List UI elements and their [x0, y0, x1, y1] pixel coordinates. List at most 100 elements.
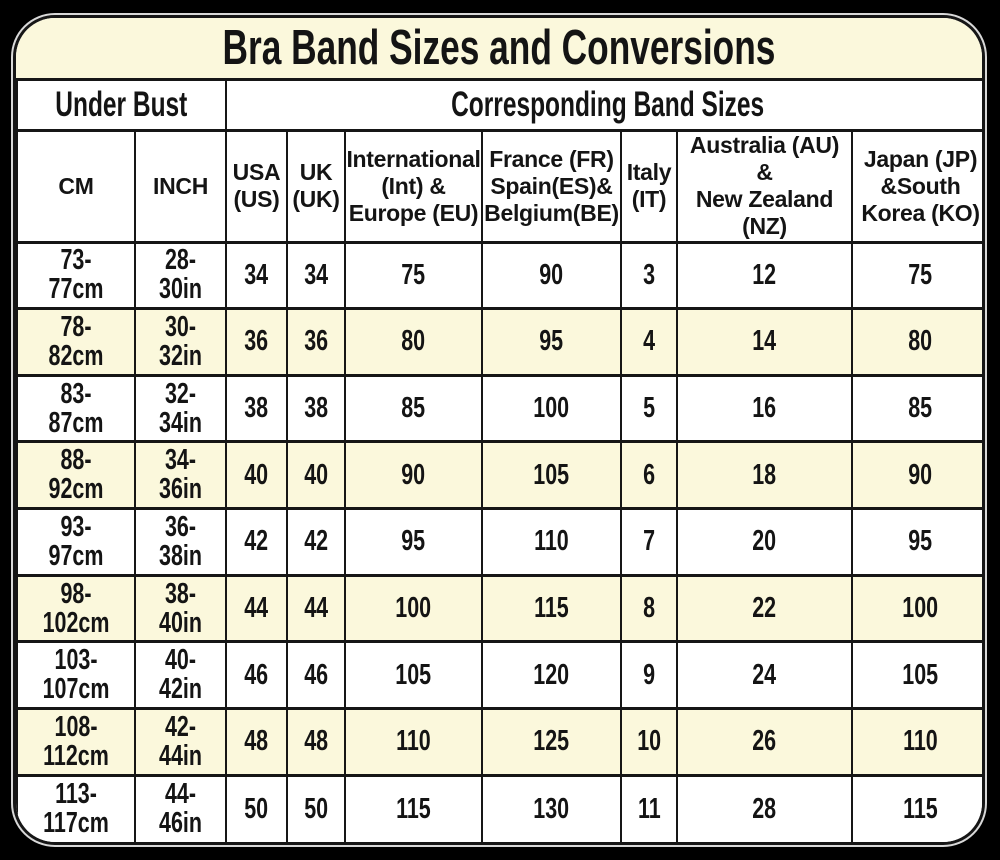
col-header-jp-ko: Japan (JP) &South Korea (KO)	[850, 129, 982, 244]
cell-cm: 103-107cm	[16, 640, 136, 711]
cell-usa: 36	[225, 307, 288, 377]
cell-uk: 34	[286, 240, 346, 311]
cell-it: 6	[620, 440, 678, 511]
table-row: 113-117cm 44-46in 50 50 115 130 11 28 11…	[16, 773, 982, 842]
cell-jp-ko: 80	[850, 307, 982, 377]
cell-cm: 73-77cm	[16, 240, 136, 311]
cell-fr-es-be: 115	[481, 573, 622, 644]
col-header-it: Italy (IT)	[620, 129, 678, 244]
col-header-usa: USA (US)	[225, 129, 288, 244]
col-header-cm: CM	[16, 129, 136, 244]
cell-it: 9	[620, 640, 678, 711]
cell-int-eu: 80	[344, 307, 483, 377]
cell-uk: 40	[286, 440, 346, 511]
table-row: 78-82cm 30-32in 36 36 80 95 4 14 80	[16, 307, 982, 377]
cell-int-eu: 90	[344, 440, 483, 511]
cell-usa: 46	[225, 640, 288, 711]
cell-int-eu: 95	[344, 507, 483, 577]
cell-au-nz: 28	[676, 773, 853, 842]
cell-jp-ko: 85	[850, 373, 982, 444]
cell-jp-ko: 110	[850, 707, 982, 777]
cell-au-nz: 20	[676, 507, 853, 577]
cell-jp-ko: 115	[850, 773, 982, 842]
cell-inch: 44-46in	[134, 773, 227, 842]
cell-inch: 40-42in	[134, 640, 227, 711]
cell-usa: 38	[225, 373, 288, 444]
cell-it: 8	[620, 573, 678, 644]
cell-int-eu: 85	[344, 373, 483, 444]
cell-fr-es-be: 125	[481, 707, 622, 777]
cell-au-nz: 26	[676, 707, 853, 777]
cell-au-nz: 22	[676, 573, 853, 644]
cell-jp-ko: 95	[850, 507, 982, 577]
cell-fr-es-be: 100	[481, 373, 622, 444]
table-row: 83-87cm 32-34in 38 38 85 100 5 16 85	[16, 373, 982, 444]
cell-inch: 42-44in	[134, 707, 227, 777]
cell-inch: 32-34in	[134, 373, 227, 444]
cell-it: 4	[620, 307, 678, 377]
cell-it: 11	[620, 773, 678, 842]
cell-usa: 34	[225, 240, 288, 311]
cell-uk: 38	[286, 373, 346, 444]
cell-int-eu: 105	[344, 640, 483, 711]
table-row: 88-92cm 34-36in 40 40 90 105 6 18 90	[16, 440, 982, 511]
cell-usa: 42	[225, 507, 288, 577]
cell-inch: 34-36in	[134, 440, 227, 511]
cell-it: 7	[620, 507, 678, 577]
table-row: 73-77cm 28-30in 34 34 75 90 3 12 75	[16, 240, 982, 311]
table-row: 108-112cm 42-44in 48 48 110 125 10 26 11…	[16, 707, 982, 777]
table-row: 93-97cm 36-38in 42 42 95 110 7 20 95	[16, 507, 982, 577]
col-header-uk: UK (UK)	[286, 129, 346, 244]
cell-jp-ko: 75	[850, 240, 982, 311]
cell-jp-ko: 105	[850, 640, 982, 711]
col-header-fr-es-be: France (FR) Spain(ES)& Belgium(BE)	[481, 129, 622, 244]
cell-int-eu: 115	[344, 773, 483, 842]
cell-inch: 30-32in	[134, 307, 227, 377]
size-conversion-table: Under Bust Corresponding Band Sizes CM I…	[16, 81, 982, 842]
cell-int-eu: 75	[344, 240, 483, 311]
group-header-row: Under Bust Corresponding Band Sizes	[16, 81, 982, 132]
group-header-band-sizes: Corresponding Band Sizes	[224, 81, 982, 132]
cell-uk: 46	[286, 640, 346, 711]
cell-cm: 83-87cm	[16, 373, 136, 444]
cell-uk: 50	[286, 773, 346, 842]
cell-inch: 28-30in	[134, 240, 227, 311]
col-header-int-eu: International (Int) & Europe (EU)	[344, 129, 483, 244]
cell-uk: 36	[286, 307, 346, 377]
cell-au-nz: 24	[676, 640, 853, 711]
cell-usa: 50	[225, 773, 288, 842]
col-header-au-nz: Australia (AU) & New Zealand (NZ)	[676, 129, 853, 244]
cell-fr-es-be: 95	[481, 307, 622, 377]
cell-usa: 44	[225, 573, 288, 644]
cell-uk: 44	[286, 573, 346, 644]
cell-it: 5	[620, 373, 678, 444]
cell-au-nz: 14	[676, 307, 853, 377]
cell-fr-es-be: 120	[481, 640, 622, 711]
cell-usa: 48	[225, 707, 288, 777]
cell-usa: 40	[225, 440, 288, 511]
col-header-inch: INCH	[134, 129, 227, 244]
title-band: Bra Band Sizes and Conversions	[16, 18, 982, 81]
cell-au-nz: 18	[676, 440, 853, 511]
cell-jp-ko: 100	[850, 573, 982, 644]
cell-jp-ko: 90	[850, 440, 982, 511]
cell-cm: 78-82cm	[16, 307, 136, 377]
cell-inch: 36-38in	[134, 507, 227, 577]
cell-int-eu: 100	[344, 573, 483, 644]
page-title: Bra Band Sizes and Conversions	[222, 21, 776, 75]
cell-cm: 93-97cm	[16, 507, 136, 577]
cell-int-eu: 110	[344, 707, 483, 777]
cell-uk: 48	[286, 707, 346, 777]
cell-au-nz: 16	[676, 373, 853, 444]
cell-au-nz: 12	[676, 240, 853, 311]
cell-uk: 42	[286, 507, 346, 577]
table-row: 103-107cm 40-42in 46 46 105 120 9 24 105	[16, 640, 982, 711]
cell-fr-es-be: 110	[481, 507, 622, 577]
cell-it: 3	[620, 240, 678, 311]
cell-fr-es-be: 105	[481, 440, 622, 511]
cell-cm: 88-92cm	[16, 440, 136, 511]
size-chart-card: Bra Band Sizes and Conversions Under Bus…	[13, 15, 985, 845]
cell-cm: 113-117cm	[16, 773, 136, 842]
table-row: 98-102cm 38-40in 44 44 100 115 8 22 100	[16, 573, 982, 644]
